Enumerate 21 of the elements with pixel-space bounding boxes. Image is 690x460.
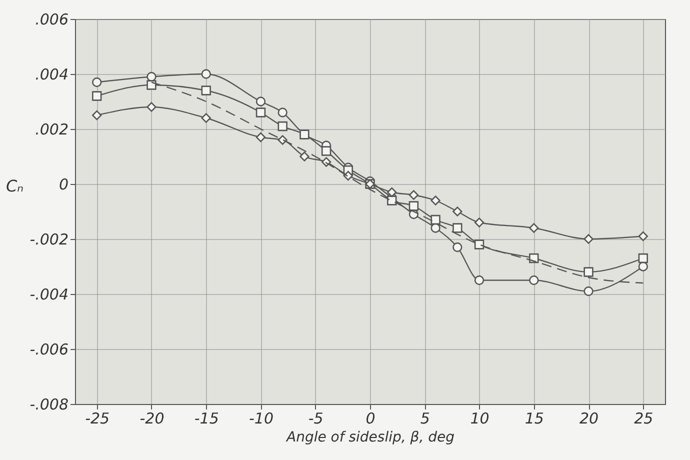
y-tick-label: -.002 (30, 230, 68, 248)
y-tick-label: -.006 (30, 340, 68, 358)
x-tick-label: -10 (248, 410, 274, 428)
x-tick-label: 0 (366, 410, 376, 428)
y-tick-label: -.004 (30, 286, 68, 304)
y-tick-label: .002 (35, 120, 68, 138)
y-tick-label: 0 (58, 176, 68, 194)
y-tick-label: .006 (35, 10, 68, 28)
x-tick-label: 15 (524, 410, 544, 428)
x-tick-label: -25 (85, 410, 110, 428)
y-axis-title: Cₙ (6, 176, 24, 196)
x-tick-label: -15 (194, 410, 219, 428)
x-tick-label: -20 (140, 410, 164, 428)
x-tick-label: 25 (634, 410, 654, 428)
y-tick-label: .004 (35, 66, 68, 84)
x-tick-label: -5 (308, 410, 324, 428)
y-tick-label: -.008 (30, 396, 68, 414)
x-tick-label: 10 (470, 410, 490, 428)
x-axis-title: Angle of sideslip, β, deg (286, 430, 455, 446)
x-tick-label: 5 (420, 410, 430, 428)
x-tick-label: 20 (579, 410, 599, 428)
